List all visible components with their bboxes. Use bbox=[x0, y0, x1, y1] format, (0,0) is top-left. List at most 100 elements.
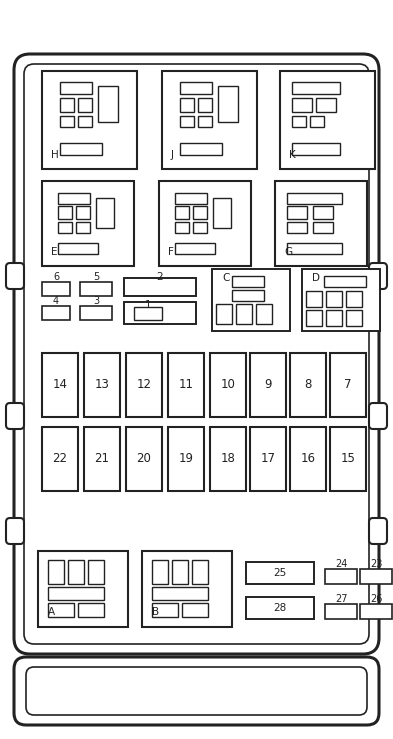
Text: 23: 23 bbox=[370, 559, 382, 569]
Text: 17: 17 bbox=[261, 452, 275, 466]
Text: 18: 18 bbox=[220, 452, 235, 466]
Bar bbox=[292, 116, 306, 127]
Bar bbox=[152, 560, 168, 584]
Bar bbox=[275, 181, 367, 266]
FancyBboxPatch shape bbox=[369, 403, 387, 429]
Bar bbox=[80, 306, 112, 320]
Bar bbox=[346, 310, 362, 326]
Bar bbox=[193, 206, 207, 219]
FancyBboxPatch shape bbox=[14, 54, 379, 654]
Bar bbox=[48, 587, 104, 600]
Bar bbox=[126, 427, 162, 491]
Bar bbox=[290, 353, 326, 417]
Bar bbox=[330, 427, 366, 491]
Bar bbox=[306, 291, 322, 307]
Bar bbox=[60, 82, 92, 94]
Bar bbox=[232, 276, 264, 287]
FancyBboxPatch shape bbox=[6, 403, 24, 429]
Bar bbox=[182, 603, 208, 617]
Bar bbox=[80, 282, 112, 296]
Bar bbox=[325, 604, 357, 619]
Bar bbox=[152, 587, 208, 600]
Bar bbox=[316, 98, 336, 112]
Bar bbox=[360, 604, 392, 619]
Bar bbox=[58, 206, 72, 219]
Bar bbox=[210, 427, 246, 491]
Text: 26: 26 bbox=[370, 594, 382, 604]
Bar bbox=[134, 307, 162, 320]
Bar bbox=[290, 427, 326, 491]
Bar bbox=[246, 597, 314, 619]
Bar bbox=[78, 98, 92, 112]
Bar bbox=[175, 206, 189, 219]
FancyBboxPatch shape bbox=[369, 263, 387, 289]
Text: D: D bbox=[312, 273, 320, 283]
Text: K: K bbox=[289, 150, 296, 160]
Bar bbox=[326, 310, 342, 326]
Bar bbox=[76, 206, 90, 219]
FancyBboxPatch shape bbox=[6, 518, 24, 544]
Bar bbox=[210, 353, 246, 417]
Text: 12: 12 bbox=[136, 378, 151, 392]
Bar bbox=[256, 304, 272, 324]
Bar bbox=[84, 427, 120, 491]
FancyBboxPatch shape bbox=[26, 667, 367, 715]
Bar bbox=[292, 143, 340, 155]
Bar bbox=[42, 71, 137, 169]
Bar bbox=[78, 603, 104, 617]
Bar bbox=[48, 560, 64, 584]
Text: E: E bbox=[51, 247, 57, 257]
Bar bbox=[313, 222, 333, 233]
Text: J: J bbox=[171, 150, 174, 160]
Bar bbox=[126, 353, 162, 417]
Bar bbox=[60, 143, 102, 155]
Bar bbox=[216, 304, 232, 324]
Bar bbox=[152, 603, 178, 617]
Text: 10: 10 bbox=[220, 378, 235, 392]
Bar bbox=[198, 98, 212, 112]
Text: 1: 1 bbox=[145, 300, 151, 310]
Text: 8: 8 bbox=[304, 378, 312, 392]
Text: 5: 5 bbox=[93, 272, 99, 282]
Text: 15: 15 bbox=[341, 452, 355, 466]
Text: F: F bbox=[168, 247, 174, 257]
Text: 14: 14 bbox=[53, 378, 68, 392]
Text: 7: 7 bbox=[344, 378, 352, 392]
Bar bbox=[48, 603, 74, 617]
Bar bbox=[168, 353, 204, 417]
Bar bbox=[175, 193, 207, 204]
Bar bbox=[162, 71, 257, 169]
Text: 2: 2 bbox=[157, 272, 163, 282]
Text: 4: 4 bbox=[53, 296, 59, 306]
Bar bbox=[287, 222, 307, 233]
Bar bbox=[313, 206, 333, 219]
Bar bbox=[218, 86, 238, 122]
Bar bbox=[250, 427, 286, 491]
Bar bbox=[142, 551, 232, 627]
Text: 6: 6 bbox=[53, 272, 59, 282]
Bar bbox=[58, 243, 98, 254]
Text: 13: 13 bbox=[95, 378, 109, 392]
Text: 22: 22 bbox=[53, 452, 68, 466]
Bar bbox=[326, 291, 342, 307]
Text: 27: 27 bbox=[335, 594, 347, 604]
Bar bbox=[346, 291, 362, 307]
Bar bbox=[306, 310, 322, 326]
Bar bbox=[58, 193, 90, 204]
FancyBboxPatch shape bbox=[14, 657, 379, 725]
Bar bbox=[96, 198, 114, 228]
Bar bbox=[175, 222, 189, 233]
Bar bbox=[88, 560, 104, 584]
Bar bbox=[360, 569, 392, 584]
Bar bbox=[124, 302, 196, 324]
Bar bbox=[292, 82, 340, 94]
Bar bbox=[172, 560, 188, 584]
Bar bbox=[159, 181, 251, 266]
Bar bbox=[76, 222, 90, 233]
Bar bbox=[287, 206, 307, 219]
Bar bbox=[38, 551, 128, 627]
Bar bbox=[58, 222, 72, 233]
Bar bbox=[287, 193, 342, 204]
Bar bbox=[192, 560, 208, 584]
Bar bbox=[246, 562, 314, 584]
